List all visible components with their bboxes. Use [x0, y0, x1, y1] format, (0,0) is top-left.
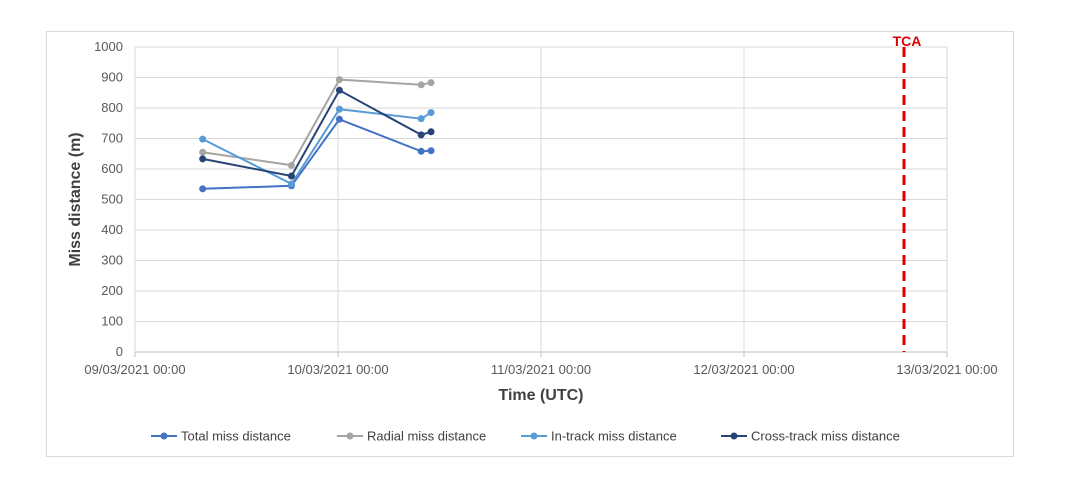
data-point [417, 131, 425, 139]
legend-marker [730, 432, 738, 440]
y-tick-label: 0 [116, 344, 123, 359]
y-tick-label: 300 [101, 253, 123, 268]
tca-label: TCA [893, 33, 922, 49]
series-line [202, 88, 432, 178]
data-point [417, 81, 425, 89]
data-point [417, 115, 425, 123]
x-tick-label: 10/03/2021 00:00 [287, 362, 388, 377]
y-tick-label: 600 [101, 161, 123, 176]
data-point [199, 148, 207, 156]
data-point [287, 172, 295, 180]
y-tick-label: 400 [101, 222, 123, 237]
y-axis-title: Miss distance (m) [67, 132, 84, 266]
data-point [199, 185, 207, 193]
grid [134, 46, 948, 353]
legend-marker [346, 432, 354, 440]
data-point [287, 180, 295, 188]
data-point [417, 147, 425, 155]
tca-annotation: TCA [893, 33, 922, 352]
data-point [427, 79, 435, 87]
data-point [427, 128, 435, 136]
x-tick-label: 12/03/2021 00:00 [693, 362, 794, 377]
y-tick-label: 800 [101, 100, 123, 115]
y-tick-label: 200 [101, 283, 123, 298]
legend-label: Cross-track miss distance [751, 429, 900, 444]
data-point [335, 115, 343, 123]
x-tick-label: 09/03/2021 00:00 [84, 362, 185, 377]
legend-label: In-track miss distance [551, 429, 677, 444]
data-point [427, 109, 435, 117]
x-tick-label: 13/03/2021 00:00 [896, 362, 997, 377]
data-point [199, 135, 207, 143]
data-point [287, 161, 295, 169]
y-tick-label: 900 [101, 70, 123, 85]
legend-label: Total miss distance [181, 429, 291, 444]
data-point [199, 155, 207, 163]
axes: 0 100 200 300 400 500 600 700 800 900 1000 09/03/20… [67, 39, 998, 404]
legend-label: Radial miss distance [367, 429, 486, 444]
x-axis-title: Time (UTC) [498, 387, 583, 404]
y-tick-label: 100 [101, 314, 123, 329]
series [199, 76, 435, 193]
data-point [335, 105, 343, 113]
data-point [335, 86, 343, 94]
y-tick-label: 1000 [94, 39, 123, 54]
miss-distance-chart: TCA 0 100 200 300 400 500 600 700 800 900 1000 09/0… [67, 33, 998, 444]
data-point [335, 76, 343, 84]
data-point [427, 147, 435, 155]
chart-frame: TCA 0 100 200 300 400 500 600 700 800 900 1000 09/0… [46, 31, 1014, 457]
legend-marker [530, 432, 538, 440]
y-tick-label: 500 [101, 192, 123, 207]
legend-marker [160, 432, 168, 440]
legend: Total miss distance Radial miss distance I… [151, 429, 900, 444]
y-tick-label: 700 [101, 131, 123, 146]
x-tick-label: 11/03/2021 00:00 [491, 362, 591, 377]
